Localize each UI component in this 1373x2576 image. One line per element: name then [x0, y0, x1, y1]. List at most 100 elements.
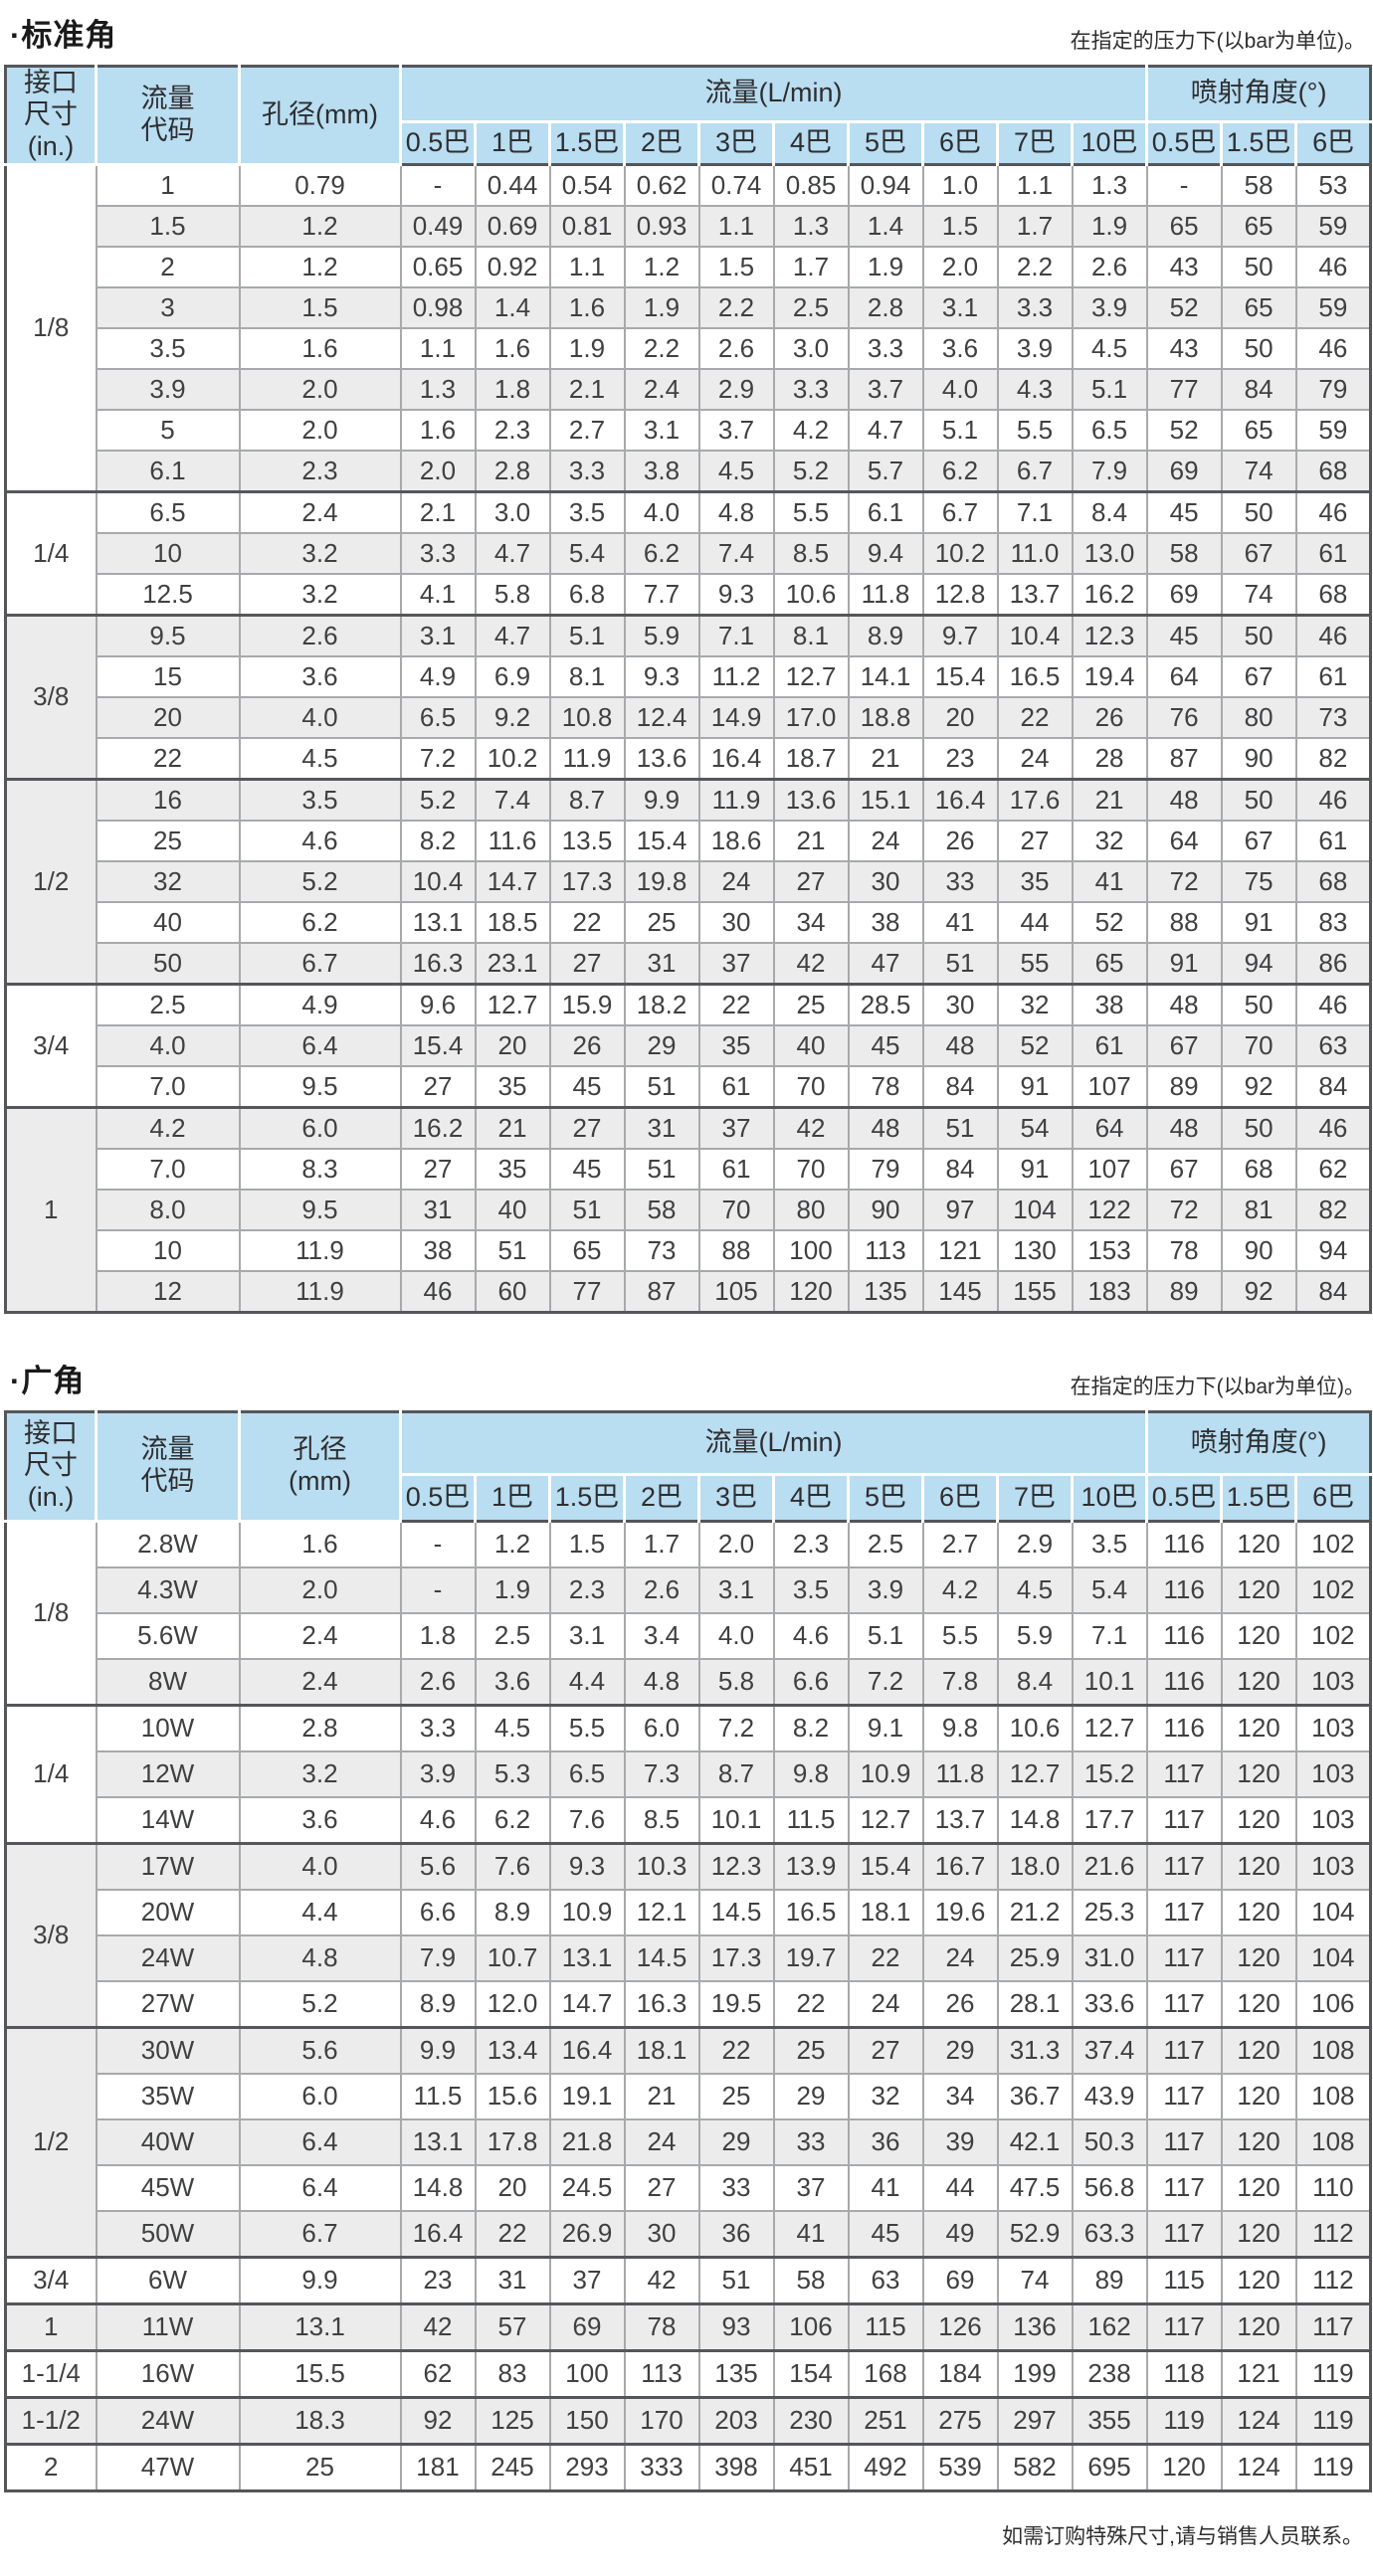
angle-value-cell: 124 — [1220, 2442, 1297, 2492]
flow-value-cell: 7.8 — [921, 1657, 999, 1707]
flow-value-cell: 8.4 — [1071, 489, 1148, 534]
flow-pressure-header: 7巴 — [996, 119, 1074, 165]
flow-value-cell: 62 — [399, 2348, 477, 2399]
flow-value-cell: 4.5 — [697, 449, 775, 493]
angle-value-cell: 120 — [1220, 1657, 1297, 1707]
flow-value-cell: 61 — [697, 1064, 775, 1109]
flow-value-cell: 1.7 — [996, 204, 1074, 248]
flow-value-cell: 5.9 — [996, 1611, 1074, 1660]
angle-group-header: 喷射角度(°) — [1145, 1411, 1371, 1476]
flow-pressure-header: 7巴 — [996, 1472, 1074, 1522]
flow-value-cell: 8.5 — [772, 531, 850, 575]
flow-pressure-header: 4巴 — [772, 119, 850, 165]
flow-value-cell: 45 — [847, 1023, 924, 1067]
flow-value-cell: 42 — [772, 941, 850, 986]
angle-value-cell: 50 — [1220, 245, 1297, 288]
flow-value-cell: 113 — [623, 2348, 700, 2399]
table-row: 1/4 10W 2.8 3.3 4.5 5.5 6.0 7.2 8.2 9.1 9.8 10.6 12.… — [5, 1703, 1371, 1845]
orifice-cell: 3.2 — [238, 531, 402, 575]
code-column-header: 流量 代码 — [95, 1411, 241, 1523]
flow-value-cell: - — [399, 162, 477, 207]
flow-value-cell: 7.1 — [697, 613, 775, 657]
orifice-cell: 5.6 — [238, 2025, 402, 2075]
flow-value-cell: 275 — [921, 2395, 999, 2446]
flow-value-cell: 492 — [847, 2442, 924, 2492]
flow-value-cell: 0.85 — [772, 162, 850, 207]
flow-code-cell: 11W — [95, 2301, 241, 2352]
flow-code-cell: 30W — [95, 2025, 241, 2075]
orifice-cell: 6.7 — [238, 941, 402, 986]
flow-value-cell: 16.2 — [399, 1105, 477, 1150]
angle-value-cell: 120 — [1220, 1611, 1297, 1660]
flow-value-cell: 14.5 — [697, 1888, 775, 1936]
wide-angle-table-container: 接口 尺寸 (in.) 流量 代码 孔径 (mm) 流量(L/min) 喷射角度(°) 0.5巴 1… — [4, 1409, 1373, 2492]
angle-value-cell: 68 — [1220, 1147, 1297, 1191]
table-row: 3.5 1.6 1.1 1.6 1.9 2.2 2.6 3.0 3.3 3.6 3.9 4.5 43 50… — [6, 326, 1371, 370]
angle-value-cell: 69 — [1145, 449, 1223, 493]
flow-value-cell: 203 — [697, 2395, 775, 2446]
angle-value-cell: 117 — [1145, 1749, 1223, 1798]
flow-value-cell: 11.2 — [697, 654, 775, 698]
flow-value-cell: 5.1 — [548, 613, 626, 657]
table-row: 8.0 9.5 31 40 51 58 70 80 90 97 104 122 72 81 82 — [6, 1188, 1371, 1231]
angle-value-cell: 120 — [1220, 1888, 1297, 1936]
flow-value-cell: 27 — [847, 2025, 924, 2075]
flow-value-cell: 16.3 — [399, 941, 477, 986]
flow-value-cell: 3.7 — [847, 367, 924, 411]
flow-value-cell: 28.1 — [996, 1979, 1074, 2029]
flow-value-cell: 10.8 — [548, 695, 626, 739]
table-row: 1-1/2 24W 18.3 92 125 150 170 203 230 251 275 297 35… — [5, 2395, 1371, 2446]
flow-value-cell: 100 — [772, 1228, 850, 1272]
angle-value-cell: 82 — [1294, 736, 1371, 781]
table-row: 3/4 6W 9.9 23 31 37 42 51 58 63 69 74 89 115 120 112 — [5, 2255, 1371, 2305]
table-row: 4.3W 2.0-1.9 2.3 2.6 3.1 3.5 3.9 4.2 4.5 5.4 116 12… — [6, 1565, 1371, 1614]
flow-value-cell: 64 — [1071, 1105, 1148, 1150]
flow-value-cell: 44 — [921, 2163, 999, 2212]
angle-value-cell: 117 — [1145, 2163, 1223, 2212]
flow-value-cell: 1.6 — [474, 326, 551, 370]
angle-value-cell: 69 — [1145, 572, 1223, 617]
flow-value-cell: 6.7 — [996, 449, 1074, 493]
orifice-cell: 2.0 — [238, 1565, 402, 1614]
pipe-size-cell: 1/8 — [5, 1519, 98, 1707]
table-row: 1/8 2.8W 1.6-1.2 1.5 1.7 2.0 2.3 2.5 2.7 2.9 3.5 11… — [5, 1519, 1371, 1707]
angle-value-cell: 46 — [1294, 245, 1371, 288]
flow-value-cell: 5.6 — [399, 1841, 477, 1891]
orifice-cell: 6.2 — [238, 900, 402, 944]
flow-value-cell: 54 — [996, 1105, 1074, 1150]
flow-value-cell: 13.1 — [399, 900, 477, 944]
flow-value-cell: 69 — [548, 2301, 626, 2352]
flow-value-cell: 0.54 — [548, 162, 626, 207]
flow-value-cell: 7.2 — [847, 1657, 924, 1707]
flow-value-cell: 1.1 — [697, 204, 775, 248]
flow-code-cell: 16W — [95, 2348, 241, 2399]
flow-value-cell: 74 — [996, 2255, 1074, 2305]
flow-value-cell: 18.8 — [847, 695, 924, 739]
flow-value-cell: 40 — [474, 1188, 551, 1231]
flow-value-cell: 14.8 — [996, 1795, 1074, 1845]
flow-value-cell: 70 — [772, 1147, 850, 1191]
flow-value-cell: 21 — [474, 1105, 551, 1150]
flow-code-cell: 6W — [95, 2255, 241, 2305]
flow-code-cell: 12.5 — [96, 572, 241, 617]
flow-code-cell: 24W — [95, 2395, 241, 2446]
flow-value-cell: 10.3 — [623, 1841, 700, 1891]
flow-value-cell: 10.1 — [697, 1795, 775, 1845]
flow-value-cell: 11.8 — [921, 1749, 999, 1798]
angle-value-cell: 48 — [1145, 1105, 1223, 1150]
flow-value-cell: 3.9 — [996, 326, 1074, 370]
flow-value-cell: 24 — [847, 819, 924, 862]
angle-value-cell: 65 — [1145, 204, 1223, 248]
flow-value-cell: 9.3 — [548, 1841, 626, 1891]
angle-value-cell: 120 — [1220, 2301, 1297, 2352]
angle-value-cell: 59 — [1294, 408, 1371, 452]
angle-value-cell: 77 — [1145, 367, 1223, 411]
orifice-cell: 3.6 — [238, 654, 402, 698]
pipe-size-cell: 3/4 — [5, 982, 98, 1109]
angle-value-cell: 43 — [1145, 245, 1223, 288]
flow-value-cell: 3.3 — [847, 326, 924, 370]
wide-angle-header: ·广角 在指定的压力下(以bar为单位)。 — [4, 1356, 1369, 1410]
angle-value-cell: 103 — [1294, 1841, 1371, 1891]
flow-value-cell: 16.4 — [548, 2025, 626, 2075]
